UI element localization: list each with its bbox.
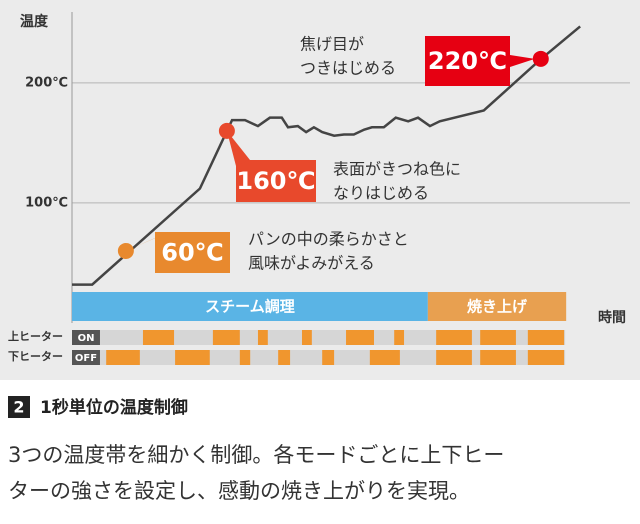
annotation-pointer [510,55,535,67]
annotation-note: つきはじめる [300,59,396,78]
heater-on-segment [239,350,251,365]
section-badge [8,396,30,418]
heater-on-segment [257,330,268,345]
marker [532,50,549,67]
heater-on-segment [212,330,240,345]
temperature-line [72,25,581,286]
annotation-note: 風味がよみがえる [248,254,375,273]
heater-name: 上ヒーター [8,329,63,343]
heater-on-segment [394,330,405,345]
annotation-note: パンの中の柔らかさと [248,230,409,249]
annotation-note: なりはじめる [333,184,429,203]
y-axis-label: 温度 [20,13,49,30]
heater-on-segment [527,330,565,345]
heater-on-segment [436,350,472,365]
annotation-note: 焦げ目が [300,35,364,54]
annotation-box [236,160,316,202]
heater-on-segment [480,350,516,365]
heater-on-segment [436,330,472,345]
heater-on-segment [278,350,291,365]
heater-on-segment [106,350,140,365]
heater-state: ON [78,333,95,344]
phase-label: 焼き上げ [467,298,528,316]
marker [218,122,235,139]
annotation-value: 160℃ [236,167,315,195]
heater-on-segment [480,330,516,345]
y-tick-label: 100℃ [25,195,68,210]
heater-state: OFF [75,353,97,364]
annotation-box [425,36,510,86]
x-axis-label: 時間 [598,309,626,326]
y-tick-label: 200℃ [25,75,68,90]
section-text: 3つの温度帯を細かく制御。各モードごとに上下ヒー [8,443,504,467]
heater-on-segment [301,330,312,345]
section-text: ターの強さを設定し、感動の焼き上がりを実現。 [8,479,470,503]
heater-on-segment [346,330,374,345]
annotation-value: 60℃ [161,239,223,267]
heater-on-segment [175,350,210,365]
annotation-pointer [226,130,250,166]
section-number: 2 [13,398,24,417]
annotation-note: 表面がきつね色に [333,160,461,179]
phase-bar [427,292,567,321]
annotation-value: 220℃ [428,47,507,75]
marker [117,242,134,259]
heater-on-segment [369,350,400,365]
phase-label: スチーム調理 [205,298,295,316]
heater-on-segment [527,350,565,365]
annotation-box [155,232,230,273]
heater-on-segment [322,350,335,365]
heater-on-segment [142,330,175,345]
heater-name: 下ヒーター [8,350,63,363]
heater-state-badge [72,350,100,365]
phase-bar [72,292,428,321]
heater-state-badge [72,330,100,345]
section-title: 1秒単位の温度制御 [40,397,188,418]
